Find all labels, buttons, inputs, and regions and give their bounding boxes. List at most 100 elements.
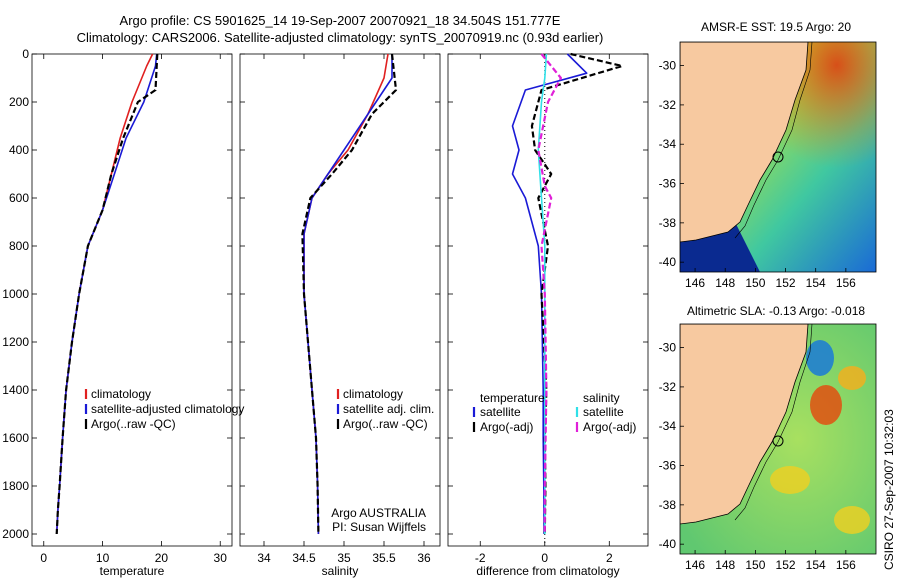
sla-map-panel: Altimetric SLA: -0.13 Argo: -0.018 146 14… [659,304,877,572]
legend-entry: Argo(-adj) [480,420,533,434]
y-tick-label: 1800 [2,479,29,493]
sst-map-frame [679,41,877,273]
x-tick-label: 20 [155,551,169,565]
x-tick-label: 36 [417,551,431,565]
temperature-panel: 0 10 20 30 0 200 400 600 800 1000 1200 1400 1600 1800… [2,47,244,578]
sla-high-eddy-4 [834,506,870,534]
sst-argo-marker [772,151,784,163]
map-x-tick-label: 150 [745,276,765,290]
map-y-tick-label: -30 [659,59,677,73]
series-line-satellite-adj-clim [303,54,393,535]
series-line-argo-raw-qc [55,53,159,535]
map-y-tick-label: -40 [659,537,677,551]
map-x-tick-label: 152 [776,558,796,572]
map-x-tick-label: 146 [685,276,705,290]
legend-entry: Argo(-adj) [583,420,636,434]
map-x-tick-label: 156 [836,276,856,290]
sla-isobath [734,324,813,521]
sla-argo-marker [772,435,784,447]
side-stamp: CSIRO 27-Sep-2007 10:32:03 [882,409,896,570]
series-line-argo-raw-qc [301,53,398,535]
map-x-tick-label: 148 [715,276,735,290]
series-line-temperature-satellite [511,53,588,535]
header-line-2: Climatology: CARS2006. Satellite-adjuste… [77,30,604,45]
map-y-tick-label: -34 [659,419,677,433]
y-tick-label: 0 [22,47,29,61]
sla-high-eddy [810,385,842,425]
x-ticks: 34 34.5 35 35.5 36 [257,54,431,565]
x-axis-label: temperature [100,564,165,578]
legend-entry: satellite-adjusted climatology [91,402,244,416]
map-x-tick-label: 154 [806,558,826,572]
x-tick-label: 34.5 [292,551,316,565]
map-y-tick-label: -40 [659,255,677,269]
sla-high-eddy-2 [838,366,866,390]
map-y-tick-label: -32 [659,380,677,394]
y-tick-label: 2000 [2,527,29,541]
y-ticks: 0 200 400 600 800 1000 1200 1400 1600 1800 2000 [2,47,232,541]
y-tick-label: 400 [9,143,29,157]
map-x-tick-label: 156 [836,558,856,572]
series-line-climatology [55,53,154,535]
sla-low-eddy [806,340,834,376]
legend-entry: climatology [343,387,403,401]
x-tick-label: 0 [40,551,47,565]
legend-entry: satellite [480,405,521,419]
x-tick-label: -2 [475,551,486,565]
x-tick-label: 0 [541,551,548,565]
header-line-1: Argo profile: CS 5901625_14 19-Sep-2007 … [120,13,561,28]
x-tick-label: 35 [337,551,351,565]
map-y-tick-label: -36 [659,459,677,473]
sst-land [680,42,809,243]
series-line-satellite-adjusted-climatology [55,53,158,535]
plot-frame [239,53,441,547]
sst-map-title: AMSR-E SST: 19.5 Argo: 20 [701,20,851,34]
sst-isobath [734,42,813,239]
x-tick-label: 2 [606,551,613,565]
x-axis-label: difference from climatology [476,564,619,578]
y-tick-label: 600 [9,191,29,205]
x-axis-label: salinity [322,564,359,578]
map-y-tick-label: -38 [659,216,677,230]
map-x-tick-label: 150 [745,558,765,572]
map-x-tick-label: 146 [685,558,705,572]
y-tick-label: 800 [9,239,29,253]
salinity-panel: 34 34.5 35 35.5 36 salinity climatologysatelli… [239,53,441,578]
legend-entry: Argo(..raw -QC) [91,417,176,431]
plot-frame [31,53,233,547]
map-y-tick-label: -38 [659,498,677,512]
y-tick-label: 1400 [2,383,29,397]
x-tick-label: 35.5 [372,551,396,565]
sst-map-panel: AMSR-E SST: 19.5 Argo: 20 146 148 150 152 15… [659,20,877,290]
legend: temperature salinitysatelliteArgo(-adj)sa… [472,391,636,434]
map-y-tick-label: -32 [659,98,677,112]
y-tick-label: 200 [9,95,29,109]
y-tick-label: 1000 [2,287,29,301]
x-tick-label: 34 [257,551,271,565]
x-tick-label: 10 [96,551,110,565]
y-ticks [448,53,648,535]
map-y-tick-label: -34 [659,137,677,151]
legend-entry: satellite adj. clim. [343,402,434,416]
y-tick-label: 1600 [2,431,29,445]
map-x-tick-label: 154 [806,276,826,290]
y-ticks [240,53,440,535]
map-x-tick-label: 152 [776,276,796,290]
plot-frame [447,53,649,547]
legend-title-salinity: salinity [583,391,620,405]
legend-entry: climatology [91,387,151,401]
series-line-salinity-argo-adj [537,53,563,534]
float-annotation: PI: Susan Wijffels [332,520,426,534]
map-x-tick-label: 148 [715,558,735,572]
sla-map-frame [679,323,877,555]
sla-map-title: Altimetric SLA: -0.13 Argo: -0.018 [687,304,865,318]
y-tick-label: 1200 [2,335,29,349]
x-tick-label: 30 [214,551,228,565]
map-y-tick-label: -36 [659,177,677,191]
sla-high-eddy-3 [770,466,810,494]
sla-land [680,324,809,525]
